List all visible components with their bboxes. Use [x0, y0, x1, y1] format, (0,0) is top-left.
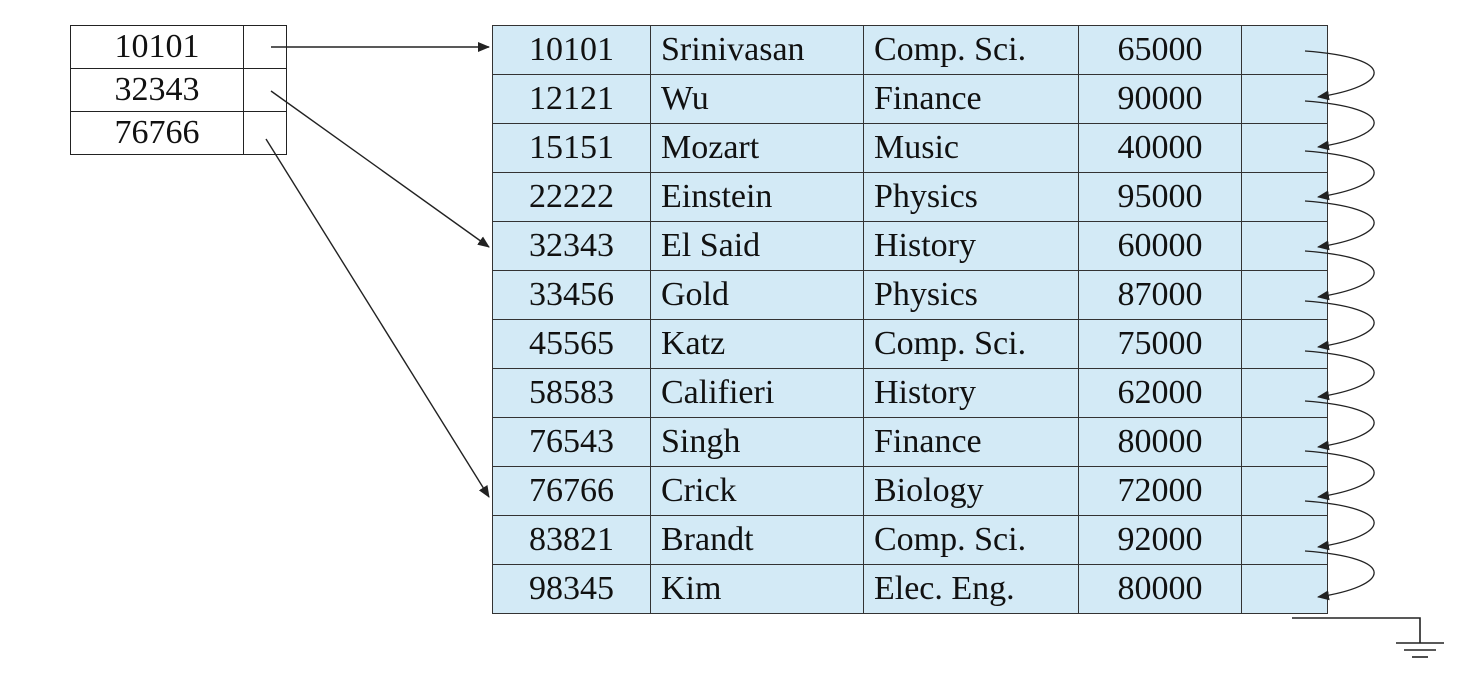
- record-dept: Comp. Sci.: [863, 515, 1079, 565]
- record-name: Einstein: [650, 172, 864, 222]
- record-dept: Comp. Sci.: [863, 25, 1079, 75]
- index-pointer-arrow: [265, 138, 490, 498]
- null-pointer-ground: [1292, 617, 1444, 658]
- record-next-pointer: [1241, 221, 1328, 271]
- record-name: Califieri: [650, 368, 864, 418]
- record-salary: 65000: [1078, 25, 1242, 75]
- record-dept: Physics: [863, 172, 1079, 222]
- record-row: 45565 Katz Comp. Sci. 75000: [492, 319, 1328, 369]
- record-salary: 62000: [1078, 368, 1242, 418]
- record-row: 58583 Califieri History 62000: [492, 368, 1328, 418]
- record-dept: Physics: [863, 270, 1079, 320]
- record-dept: Finance: [863, 74, 1079, 124]
- record-next-pointer: [1241, 564, 1328, 614]
- record-name: El Said: [650, 221, 864, 271]
- record-next-pointer: [1241, 74, 1328, 124]
- record-salary: 87000: [1078, 270, 1242, 320]
- record-name: Wu: [650, 74, 864, 124]
- record-name: Singh: [650, 417, 864, 467]
- record-id: 83821: [492, 515, 651, 565]
- record-dept: Music: [863, 123, 1079, 173]
- record-id: 45565: [492, 319, 651, 369]
- record-salary: 72000: [1078, 466, 1242, 516]
- record-dept: Biology: [863, 466, 1079, 516]
- record-row: 22222 Einstein Physics 95000: [492, 172, 1328, 222]
- record-next-pointer: [1241, 466, 1328, 516]
- record-next-pointer: [1241, 270, 1328, 320]
- index-key: 10101: [70, 25, 244, 69]
- record-id: 33456: [492, 270, 651, 320]
- record-next-pointer: [1241, 25, 1328, 75]
- record-id: 76543: [492, 417, 651, 467]
- record-name: Crick: [650, 466, 864, 516]
- record-next-pointer: [1241, 172, 1328, 222]
- index-pointer-cell: [243, 68, 287, 112]
- record-id: 58583: [492, 368, 651, 418]
- record-row: 32343 El Said History 60000: [492, 221, 1328, 271]
- record-id: 15151: [492, 123, 651, 173]
- record-dept: Comp. Sci.: [863, 319, 1079, 369]
- record-id: 10101: [492, 25, 651, 75]
- record-name: Kim: [650, 564, 864, 614]
- record-salary: 60000: [1078, 221, 1242, 271]
- record-row: 33456 Gold Physics 87000: [492, 270, 1328, 320]
- record-id: 76766: [492, 466, 651, 516]
- record-salary: 90000: [1078, 74, 1242, 124]
- index-pointer-cell: [243, 111, 287, 155]
- record-next-pointer: [1241, 515, 1328, 565]
- record-next-pointer: [1241, 368, 1328, 418]
- record-row: 76766 Crick Biology 72000: [492, 466, 1328, 516]
- record-name: Srinivasan: [650, 25, 864, 75]
- record-row: 10101 Srinivasan Comp. Sci. 65000: [492, 25, 1328, 75]
- record-name: Gold: [650, 270, 864, 320]
- record-salary: 92000: [1078, 515, 1242, 565]
- record-row: 76543 Singh Finance 80000: [492, 417, 1328, 467]
- record-name: Brandt: [650, 515, 864, 565]
- index-pointer-arrow: [270, 90, 490, 248]
- record-name: Mozart: [650, 123, 864, 173]
- record-id: 22222: [492, 172, 651, 222]
- record-salary: 75000: [1078, 319, 1242, 369]
- record-dept: Elec. Eng.: [863, 564, 1079, 614]
- record-salary: 80000: [1078, 564, 1242, 614]
- record-dept: History: [863, 221, 1079, 271]
- record-salary: 40000: [1078, 123, 1242, 173]
- record-row: 83821 Brandt Comp. Sci. 92000: [492, 515, 1328, 565]
- index-key: 32343: [70, 68, 244, 112]
- record-row: 12121 Wu Finance 90000: [492, 74, 1328, 124]
- record-salary: 80000: [1078, 417, 1242, 467]
- sparse-index: 10101 32343 76766: [70, 25, 287, 155]
- record-id: 12121: [492, 74, 651, 124]
- record-next-pointer: [1241, 417, 1328, 467]
- record-dept: Finance: [863, 417, 1079, 467]
- record-next-pointer: [1241, 123, 1328, 173]
- data-file: 10101 Srinivasan Comp. Sci. 65000 12121 …: [492, 25, 1328, 614]
- record-row: 98345 Kim Elec. Eng. 80000: [492, 564, 1328, 614]
- record-next-pointer: [1241, 319, 1328, 369]
- record-name: Katz: [650, 319, 864, 369]
- index-key: 76766: [70, 111, 244, 155]
- index-entry: 10101: [70, 25, 287, 69]
- record-id: 98345: [492, 564, 651, 614]
- record-dept: History: [863, 368, 1079, 418]
- record-id: 32343: [492, 221, 651, 271]
- index-pointer-cell: [243, 25, 287, 69]
- record-salary: 95000: [1078, 172, 1242, 222]
- index-entry: 76766: [70, 111, 287, 155]
- record-row: 15151 Mozart Music 40000: [492, 123, 1328, 173]
- index-entry: 32343: [70, 68, 287, 112]
